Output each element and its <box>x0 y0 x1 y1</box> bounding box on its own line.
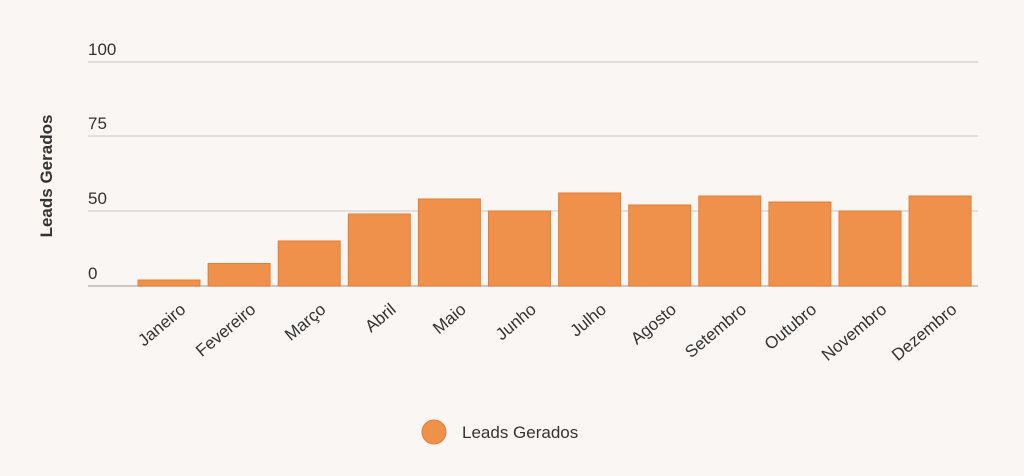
legend-label: Leads Gerados <box>462 423 578 442</box>
legend-swatch <box>421 419 447 445</box>
y-tick-label: 0 <box>88 264 97 283</box>
y-tick-label: 50 <box>88 189 107 208</box>
bar-outubro[interactable] <box>768 201 832 287</box>
x-tick-label: Julho <box>567 300 610 341</box>
x-tick-label: Maio <box>429 300 469 338</box>
bar-agosto[interactable] <box>628 204 692 287</box>
x-tick-label: Março <box>281 300 329 345</box>
x-tick-label: Setembro <box>681 300 750 362</box>
x-tick-label: Junho <box>492 300 540 344</box>
bar-abril[interactable] <box>347 213 411 287</box>
y-axis-label: Leads Gerados <box>37 115 56 238</box>
y-tick-label: 75 <box>88 114 107 133</box>
bar-dezembro[interactable] <box>908 195 972 287</box>
legend[interactable]: Leads Gerados <box>421 419 578 445</box>
bar-janeiro[interactable] <box>137 279 201 287</box>
y-tick-label: 100 <box>88 40 116 59</box>
bars <box>137 192 972 287</box>
x-tick-label: Outubro <box>761 300 820 354</box>
bar-julho[interactable] <box>558 192 622 287</box>
bar-novembro[interactable] <box>838 210 902 287</box>
x-tick-label: Novembro <box>818 300 890 365</box>
bar-setembro[interactable] <box>698 195 762 287</box>
x-axis-ticks: Janeiro Fevereiro Março Abril Maio Junho Julho… <box>134 300 960 365</box>
x-tick-label: Agosto <box>627 300 680 349</box>
y-axis-ticks: 0 50 75 100 <box>88 40 116 283</box>
x-tick-label: Fevereiro <box>192 300 259 361</box>
bar-junho[interactable] <box>488 210 551 287</box>
bar-março[interactable] <box>277 240 341 287</box>
x-tick-label: Abril <box>361 300 399 336</box>
x-tick-label: Dezembro <box>888 300 960 365</box>
bar-fevereiro[interactable] <box>207 263 271 287</box>
bar-maio[interactable] <box>417 198 481 287</box>
x-tick-label: Janeiro <box>134 300 189 350</box>
